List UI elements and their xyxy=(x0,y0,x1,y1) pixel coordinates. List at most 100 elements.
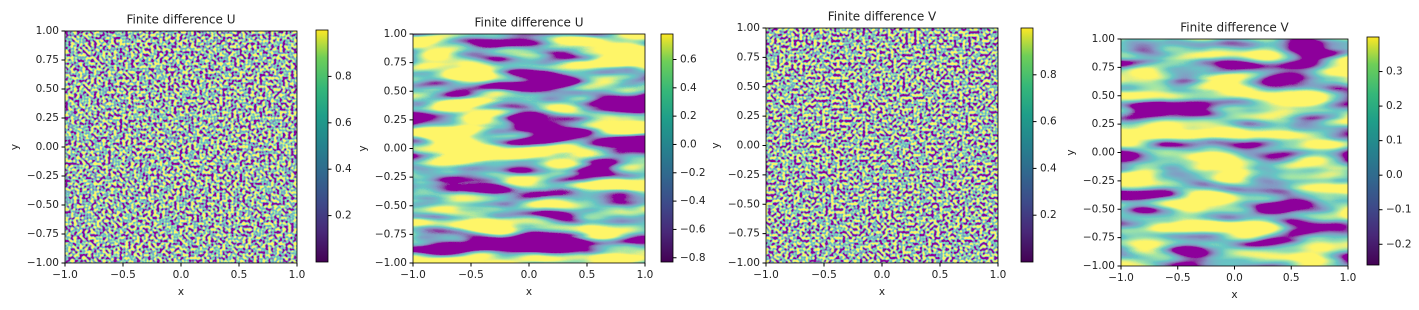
x-tick-label: −1.0 xyxy=(52,269,78,281)
colorbar-tick-label: −0.2 xyxy=(1386,238,1412,250)
x-axis-label: x xyxy=(879,286,885,298)
y-tick-label: 0.75 xyxy=(36,54,59,66)
colorbar-tick-label: 0.2 xyxy=(680,110,697,122)
x-axis-label: x xyxy=(526,286,532,298)
colorbar-tick-label: 0.2 xyxy=(335,210,352,222)
colorbar-tick-label: −0.2 xyxy=(680,167,706,179)
y-tick-label: −0.75 xyxy=(27,228,59,240)
colorbar-tick-label: 0.4 xyxy=(1040,162,1057,174)
y-axis-label: y xyxy=(710,142,722,148)
heatmap-image xyxy=(766,28,998,263)
chart-title: Finite difference U xyxy=(474,16,583,30)
y-tick-label: 0.50 xyxy=(36,83,59,95)
y-tick-label: −0.25 xyxy=(27,170,59,182)
y-tick-label: 1.00 xyxy=(1092,33,1115,45)
colorbar-tick-label: 0.8 xyxy=(1040,69,1057,81)
y-tick-label: −1.00 xyxy=(728,257,760,269)
y-tick-label: −0.50 xyxy=(728,198,760,210)
colorbar-tick-label: 0.6 xyxy=(680,53,697,65)
colorbar-tick-label: 0.4 xyxy=(335,163,352,175)
x-tick-label: −1.0 xyxy=(400,269,426,281)
colorbar-tick-label: 0.1 xyxy=(1386,135,1403,147)
x-tick-label: 0.5 xyxy=(1283,272,1300,284)
y-tick-label: −0.75 xyxy=(728,228,760,240)
y-tick-label: 0.25 xyxy=(384,114,407,126)
x-tick-label: 1.0 xyxy=(637,269,654,281)
x-tick-label: −0.5 xyxy=(110,269,136,281)
x-tick-label: 1.0 xyxy=(1340,272,1357,284)
colorbar-tick-label: −0.8 xyxy=(680,252,706,264)
colorbar xyxy=(660,33,674,263)
y-tick-label: 0.50 xyxy=(737,81,760,93)
heatmap-image xyxy=(65,31,297,263)
x-tick-label: 0.5 xyxy=(579,269,596,281)
x-tick-label: −0.5 xyxy=(1165,272,1191,284)
y-tick-label: −1.00 xyxy=(375,257,407,269)
y-tick-label: 0.00 xyxy=(384,143,407,155)
y-tick-label: −0.50 xyxy=(1083,203,1115,215)
colorbar-tick-label: 0.4 xyxy=(680,82,697,94)
colorbar xyxy=(1366,36,1380,266)
colorbar-tick-label: 0.3 xyxy=(1386,66,1403,78)
colorbar-tick-label: −0.4 xyxy=(680,195,706,207)
y-tick-label: −0.50 xyxy=(27,199,59,211)
y-tick-label: 0.25 xyxy=(36,112,59,124)
x-tick-label: −1.0 xyxy=(753,269,779,281)
y-tick-label: 1.00 xyxy=(737,22,760,34)
y-tick-label: 0.75 xyxy=(737,51,760,63)
x-tick-label: −1.0 xyxy=(1108,272,1134,284)
colorbar-tick-label: −0.1 xyxy=(1386,204,1412,216)
heatmap-image xyxy=(1121,39,1348,266)
colorbar-tick-label: −0.6 xyxy=(680,223,706,235)
x-tick-label: −0.5 xyxy=(458,269,484,281)
y-tick-label: 0.75 xyxy=(384,57,407,69)
y-tick-label: 0.25 xyxy=(737,110,760,122)
x-tick-label: 0.0 xyxy=(874,269,891,281)
y-tick-label: −0.75 xyxy=(1083,232,1115,244)
colorbar xyxy=(315,29,329,263)
colorbar-tick-label: 0.8 xyxy=(335,70,352,82)
x-tick-label: 1.0 xyxy=(289,269,306,281)
y-tick-label: 1.00 xyxy=(384,28,407,40)
y-axis-label: y xyxy=(9,144,21,150)
y-tick-label: −1.00 xyxy=(27,257,59,269)
y-tick-label: −0.25 xyxy=(375,171,407,183)
chart-title: Finite difference V xyxy=(828,10,937,24)
y-tick-label: −0.50 xyxy=(375,200,407,212)
chart-title: Finite difference V xyxy=(1180,21,1289,35)
x-tick-label: 0.5 xyxy=(231,269,248,281)
y-tick-label: 0.50 xyxy=(1092,90,1115,102)
colorbar-tick-label: 0.0 xyxy=(1386,169,1403,181)
y-tick-label: −1.00 xyxy=(1083,260,1115,272)
colorbar-tick-label: 0.6 xyxy=(1040,116,1057,128)
y-tick-label: 0.25 xyxy=(1092,118,1115,130)
y-tick-label: −0.25 xyxy=(728,169,760,181)
y-tick-label: 0.00 xyxy=(36,141,59,153)
colorbar-tick-label: 0.0 xyxy=(680,138,697,150)
y-tick-label: 0.75 xyxy=(1092,61,1115,73)
x-tick-label: 1.0 xyxy=(990,269,1007,281)
chart-title: Finite difference U xyxy=(126,13,235,27)
x-axis-label: x xyxy=(1231,289,1237,301)
y-tick-label: 1.00 xyxy=(36,25,59,37)
x-tick-label: −0.5 xyxy=(811,269,837,281)
colorbar-tick-label: 0.2 xyxy=(1386,100,1403,112)
y-tick-label: 0.50 xyxy=(384,85,407,97)
x-axis-label: x xyxy=(178,286,184,298)
heatmap-image xyxy=(413,34,645,263)
y-axis-label: y xyxy=(357,145,369,151)
colorbar-tick-label: 0.2 xyxy=(1040,209,1057,221)
y-tick-label: −0.75 xyxy=(375,228,407,240)
y-tick-label: 0.00 xyxy=(737,140,760,152)
x-tick-label: 0.0 xyxy=(521,269,538,281)
x-tick-label: 0.5 xyxy=(932,269,949,281)
y-axis-label: y xyxy=(1065,149,1077,155)
colorbar-tick-label: 0.6 xyxy=(335,117,352,129)
x-tick-label: 0.0 xyxy=(173,269,190,281)
y-tick-label: 0.00 xyxy=(1092,147,1115,159)
colorbar xyxy=(1020,27,1034,263)
y-tick-label: −0.25 xyxy=(1083,175,1115,187)
x-tick-label: 0.0 xyxy=(1226,272,1243,284)
